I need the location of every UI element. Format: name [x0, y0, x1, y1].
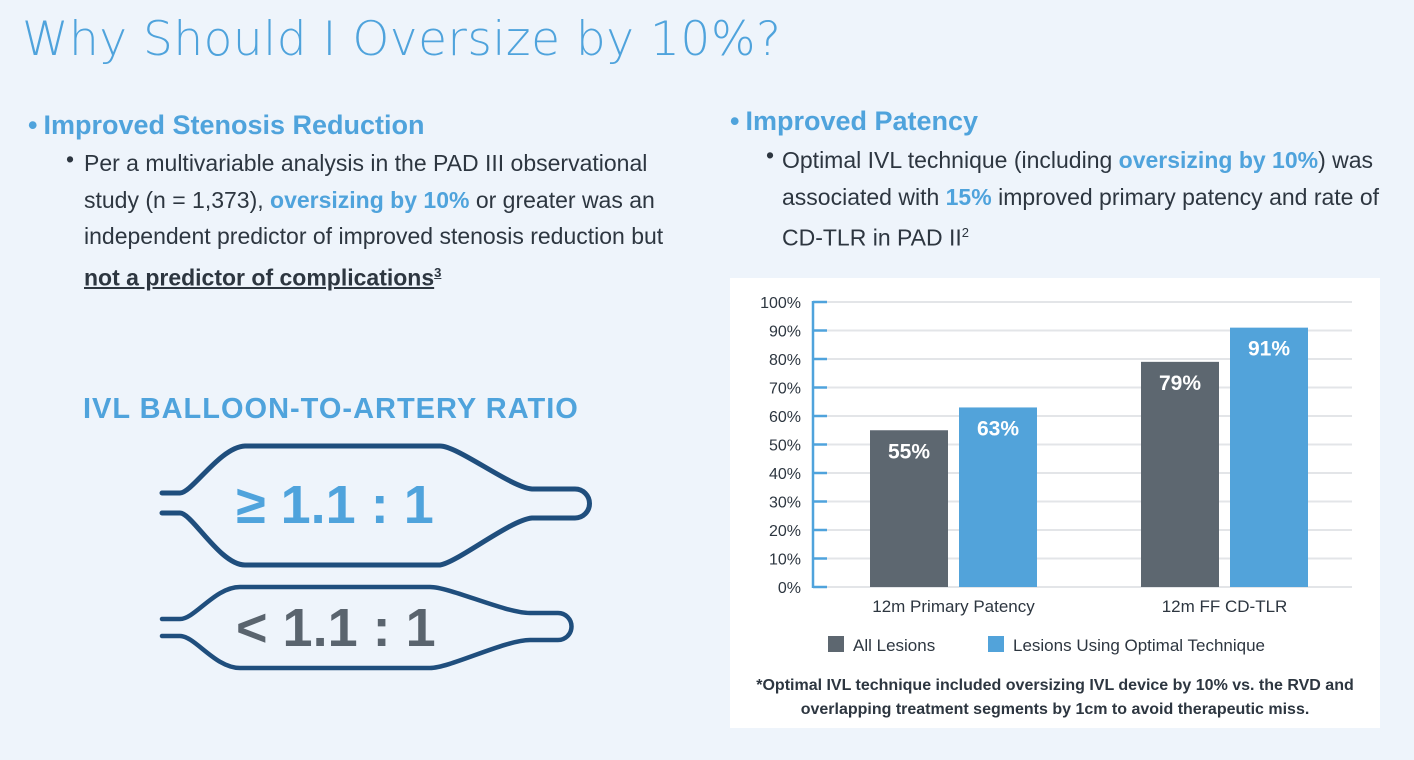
bullet: • — [766, 142, 775, 168]
left-highlight: oversizing by 10% — [270, 186, 470, 213]
data-label: 63% — [977, 417, 1019, 440]
legend-swatch — [828, 636, 844, 652]
y-tick-label: 80% — [769, 352, 801, 369]
chart-footnote: *Optimal IVL technique included oversizi… — [756, 677, 1354, 718]
balloon-diagram: ≥ 1.1 : 1 < 1.1 : 1 — [159, 443, 592, 671]
bar-all-1 — [1141, 361, 1219, 587]
reference: 2 — [961, 225, 970, 240]
bar-all-0 — [870, 430, 948, 587]
bar-optimal-0 — [959, 407, 1037, 587]
right-text: ) was associated with — [782, 147, 1374, 210]
bullet: • — [730, 106, 740, 136]
legend-swatch — [988, 636, 1004, 652]
ratio-low-label: < 1.1 : 1 — [236, 598, 436, 658]
right-heading-text: Improved Patency — [745, 106, 979, 136]
y-tick-label: 30% — [769, 495, 801, 512]
y-tick-label: 70% — [769, 381, 801, 398]
y-tick-label: 0% — [778, 580, 801, 597]
left-heading-text: Improved Stenosis Reduction — [43, 110, 425, 140]
y-tick-label: 20% — [769, 523, 801, 540]
y-tick-label: 60% — [769, 409, 801, 426]
left-heading: • Improved Stenosis Reduction — [28, 110, 425, 141]
right-highlight: oversizing by 10% — [1118, 147, 1319, 173]
right-body: Optimal IVL technique (including oversiz… — [782, 142, 1382, 256]
bullet: • — [28, 110, 38, 140]
right-highlight: 15% — [945, 183, 992, 210]
x-category-label: 12m FF CD-TLR — [1162, 597, 1288, 616]
data-label: 91% — [1248, 338, 1290, 361]
data-label: 79% — [1159, 372, 1201, 395]
ratio-title: IVL BALLOON-TO-ARTERY RATIO — [83, 393, 579, 425]
bullet: • — [66, 146, 75, 172]
y-tick-label: 10% — [769, 552, 801, 569]
data-label: 55% — [888, 440, 930, 463]
page-title: Why Should I Oversize by 10%? — [22, 12, 782, 67]
left-text: Per a multivariable analysis in the PAD … — [84, 150, 648, 213]
legend-label: All Lesions — [853, 636, 935, 655]
y-tick-label: 90% — [769, 324, 801, 341]
right-text: Optimal IVL technique (including — [782, 147, 1119, 173]
right-text: improved primary patency and rate of CD-… — [782, 183, 1380, 251]
balloon-small-outline — [159, 584, 574, 671]
left-underline-text: not a predictor of complications — [84, 264, 435, 291]
y-tick-label: 100% — [760, 295, 801, 312]
ratio-high-label: ≥ 1.1 : 1 — [236, 475, 434, 535]
y-tick-label: 50% — [769, 438, 801, 455]
reference: 3 — [434, 264, 442, 280]
x-category-label: 12m Primary Patency — [872, 597, 1035, 616]
bar-optimal-1 — [1230, 327, 1308, 587]
balloon-large-outline — [159, 443, 592, 568]
right-heading: • Improved Patency — [730, 106, 978, 137]
y-tick-label: 40% — [769, 466, 801, 483]
left-text: or greater was an independent predictor … — [84, 186, 664, 250]
legend-label: Lesions Using Optimal Technique — [1013, 636, 1265, 655]
left-body: Per a multivariable analysis in the PAD … — [84, 145, 674, 296]
